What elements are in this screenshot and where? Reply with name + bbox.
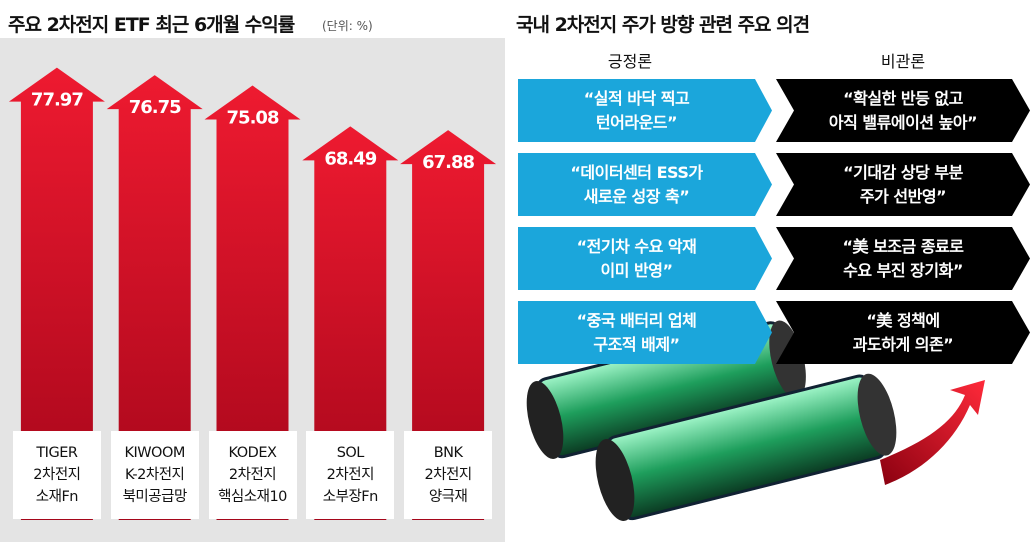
x-tick-label: KIWOOM K-2차전지 북미공급망	[110, 431, 199, 519]
opinion-shapes	[518, 79, 1030, 364]
positive-opinion: “중국 배터리 업체 구조적 배제”	[576, 310, 697, 354]
x-tick-label: SOL 2차전지 소부장Fn	[306, 431, 395, 519]
positive-opinion: “전기차 수요 악재 이미 반영”	[576, 236, 697, 280]
negative-box	[776, 301, 1030, 364]
positive-box	[518, 153, 772, 216]
chart-title: 주요 2차전지 ETF 최근 6개월 수익률	[8, 14, 295, 36]
negative-opinion: “美 정책에 과도하게 의존”	[852, 310, 954, 354]
negative-box	[776, 79, 1030, 142]
negative-opinion: “확실한 반등 없고 아직 밸류에이션 높아”	[828, 88, 978, 132]
positive-box	[518, 79, 772, 142]
value-label: 77.97	[31, 90, 83, 111]
battery-illustration	[526, 320, 985, 521]
negative-box	[776, 153, 1030, 216]
positive-header: 긍정론	[607, 52, 653, 71]
positive-opinion: “데이터센터 ESS가 새로운 성장 축”	[570, 162, 703, 206]
bar	[106, 75, 203, 521]
value-label: 76.75	[129, 97, 181, 118]
negative-opinion: “기대감 상당 부분 주가 선반영”	[843, 162, 963, 206]
opinions-title: 국내 2차전지 주가 방향 관련 주요 의견	[516, 14, 810, 36]
value-label: 75.08	[227, 108, 279, 129]
value-label: 67.88	[422, 152, 474, 173]
chart-subtitle: (단위: %)	[322, 19, 373, 33]
bar	[400, 130, 497, 521]
negative-box	[776, 227, 1030, 290]
positive-opinion: “실적 바닥 찍고 턴어라운드”	[583, 88, 690, 132]
bar	[204, 85, 301, 520]
positive-box	[518, 301, 772, 364]
bar	[302, 126, 399, 520]
negative-opinion: “美 보조금 종료로 수요 부진 장기화”	[842, 236, 964, 280]
negative-header: 비관론	[880, 52, 926, 71]
x-tick-label: TIGER 2차전지 소재Fn	[12, 431, 101, 519]
value-label: 68.49	[324, 148, 376, 169]
bar	[8, 67, 105, 520]
x-tick-label: BNK 2차전지 양극재	[404, 431, 493, 519]
x-tick-label: KODEX 2차전지 핵심소재10	[208, 431, 297, 519]
positive-box	[518, 227, 772, 290]
